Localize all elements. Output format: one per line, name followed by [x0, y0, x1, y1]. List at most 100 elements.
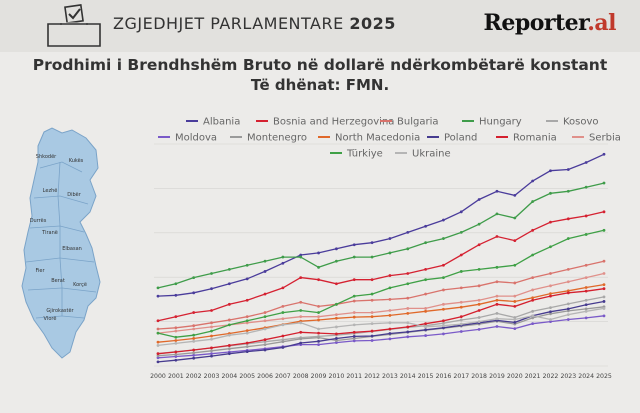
- data-point: [566, 302, 570, 306]
- data-point: [566, 189, 570, 193]
- data-point: [317, 331, 320, 335]
- data-point: [477, 316, 481, 319]
- data-point: [263, 340, 267, 344]
- data-point: [156, 354, 160, 358]
- data-point: [531, 298, 535, 302]
- data-point: [406, 230, 410, 234]
- legend-item[interactable]: Poland: [427, 133, 477, 144]
- map-city-label: Vlorë: [44, 316, 57, 322]
- data-point: [192, 311, 196, 314]
- data-point: [263, 292, 267, 296]
- legend-label: Albania: [203, 117, 240, 128]
- data-point: [477, 328, 481, 331]
- data-point: [210, 349, 213, 353]
- data-point: [317, 251, 320, 255]
- x-tick-label: 2024: [578, 373, 594, 380]
- data-point: [317, 278, 320, 282]
- data-point: [442, 321, 445, 325]
- series-line: [157, 307, 605, 347]
- series-line: [157, 272, 605, 334]
- chart-title: Prodhimi i Brendhshëm Bruto në dollarë n…: [32, 56, 608, 74]
- data-point: [281, 323, 285, 327]
- data-point: [584, 309, 588, 313]
- legend-item[interactable]: Kosovo: [546, 117, 599, 128]
- data-point: [299, 276, 303, 280]
- series-albania: [156, 152, 606, 298]
- data-point: [227, 352, 231, 356]
- data-point: [299, 309, 303, 312]
- data-point: [406, 247, 410, 251]
- data-point: [584, 289, 588, 293]
- series-montenegro: [156, 305, 606, 358]
- legend-item[interactable]: Albania: [186, 117, 240, 128]
- data-point: [584, 214, 588, 218]
- data-point: [317, 318, 320, 322]
- data-point: [531, 288, 535, 292]
- series-line: [157, 229, 605, 338]
- legend-item[interactable]: Serbia: [572, 133, 621, 144]
- data-point: [335, 282, 338, 286]
- data-point: [442, 288, 445, 292]
- data-point: [370, 255, 374, 259]
- data-point: [459, 270, 463, 273]
- data-point: [513, 193, 517, 197]
- data-point: [566, 237, 570, 240]
- data-point: [370, 298, 374, 302]
- data-point: [549, 220, 552, 224]
- legend-item[interactable]: Ukraine: [395, 149, 451, 160]
- data-point: [281, 334, 285, 338]
- series-line: [157, 283, 605, 343]
- data-point: [281, 304, 285, 308]
- data-point: [584, 286, 588, 289]
- legend-item[interactable]: Bulgaria: [380, 117, 438, 128]
- data-point: [513, 263, 517, 267]
- data-point: [174, 282, 178, 286]
- data-point: [245, 298, 249, 302]
- data-point: [513, 327, 517, 330]
- data-point: [245, 341, 249, 345]
- data-point: [566, 289, 570, 293]
- data-point: [317, 339, 320, 343]
- data-point: [156, 331, 160, 335]
- data-point: [584, 233, 588, 236]
- legend-item[interactable]: Romania: [496, 133, 557, 144]
- x-tick-label: 2015: [418, 373, 434, 380]
- legend-item[interactable]: North Macedonia: [318, 133, 420, 144]
- data-point: [174, 341, 178, 345]
- data-point: [477, 222, 481, 226]
- data-point: [352, 243, 356, 247]
- data-point: [459, 322, 463, 326]
- legend-item[interactable]: Bosnia and Herzegovina: [256, 117, 394, 128]
- data-point: [192, 276, 196, 280]
- series-serbia: [156, 272, 606, 335]
- series-line: [157, 153, 605, 297]
- data-point: [477, 309, 481, 312]
- legend-item[interactable]: Türkiye: [330, 149, 383, 160]
- legend-label: Bulgaria: [397, 117, 438, 128]
- legend-item[interactable]: Hungary: [462, 117, 522, 128]
- data-point: [388, 251, 392, 255]
- data-point: [370, 292, 374, 296]
- data-point: [156, 286, 160, 290]
- data-point: [227, 282, 231, 286]
- data-point: [477, 320, 481, 323]
- data-point: [584, 161, 588, 164]
- legend-item[interactable]: Montenegro: [230, 133, 307, 144]
- legend-item[interactable]: Moldova: [158, 133, 217, 144]
- reporter-logo[interactable]: Reporter.al: [483, 10, 617, 36]
- legend-label: Serbia: [589, 133, 621, 144]
- data-point: [531, 316, 535, 320]
- data-point: [210, 325, 213, 329]
- data-point: [227, 302, 231, 306]
- header-bar: ZGJEDHJET PARLAMENTARE 2025 Reporter.al: [0, 0, 640, 52]
- data-point: [210, 329, 213, 333]
- map-city-label: Kukës: [69, 158, 84, 164]
- data-point: [566, 313, 570, 317]
- x-tick-label: 2004: [221, 373, 237, 380]
- data-point: [299, 255, 303, 259]
- data-point: [477, 284, 481, 288]
- chart-legend: Albania Bosnia and Herzegovina Bulgaria Hun…: [158, 117, 621, 160]
- data-point: [388, 298, 392, 301]
- series-t-rkiye: [156, 228, 606, 339]
- series-ukraine: [156, 307, 606, 347]
